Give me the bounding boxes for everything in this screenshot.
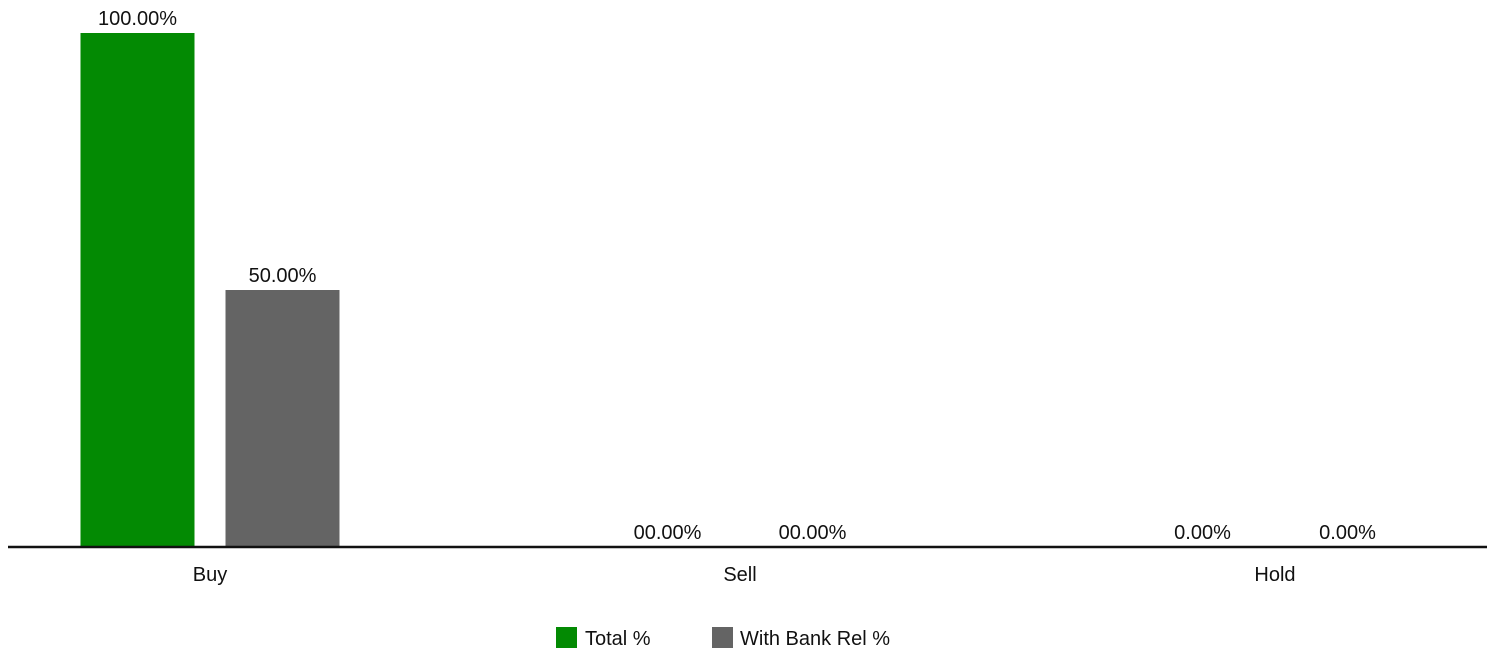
bars-layer bbox=[80, 33, 340, 547]
data-label-buy-series-1: 50.00% bbox=[249, 265, 317, 287]
category-label-buy: Buy bbox=[193, 564, 227, 586]
category-label-hold: Hold bbox=[1254, 564, 1295, 586]
category-label-sell: Sell bbox=[723, 564, 756, 586]
data-label-buy-series-0: 100.00% bbox=[98, 8, 177, 30]
legend-swatch-series-1 bbox=[712, 627, 733, 648]
bar-buy-series-0 bbox=[80, 33, 195, 547]
legend-label-series-1: With Bank Rel % bbox=[740, 628, 890, 650]
legend: Total % With Bank Rel % bbox=[556, 627, 890, 650]
bar-buy-series-1 bbox=[225, 290, 340, 547]
data-label-sell-series-1: 00.00% bbox=[779, 522, 847, 544]
data-label-sell-series-0: 00.00% bbox=[634, 522, 702, 544]
legend-swatch-series-0 bbox=[556, 627, 577, 648]
data-label-hold-series-0: 0.00% bbox=[1174, 522, 1231, 544]
legend-label-series-0: Total % bbox=[585, 628, 651, 650]
data-labels-layer: 100.00% 50.00% 00.00% 00.00% 0.00% 0.00% bbox=[98, 8, 1376, 544]
category-labels-layer: Buy Sell Hold bbox=[193, 564, 1296, 586]
data-label-hold-series-1: 0.00% bbox=[1319, 522, 1376, 544]
